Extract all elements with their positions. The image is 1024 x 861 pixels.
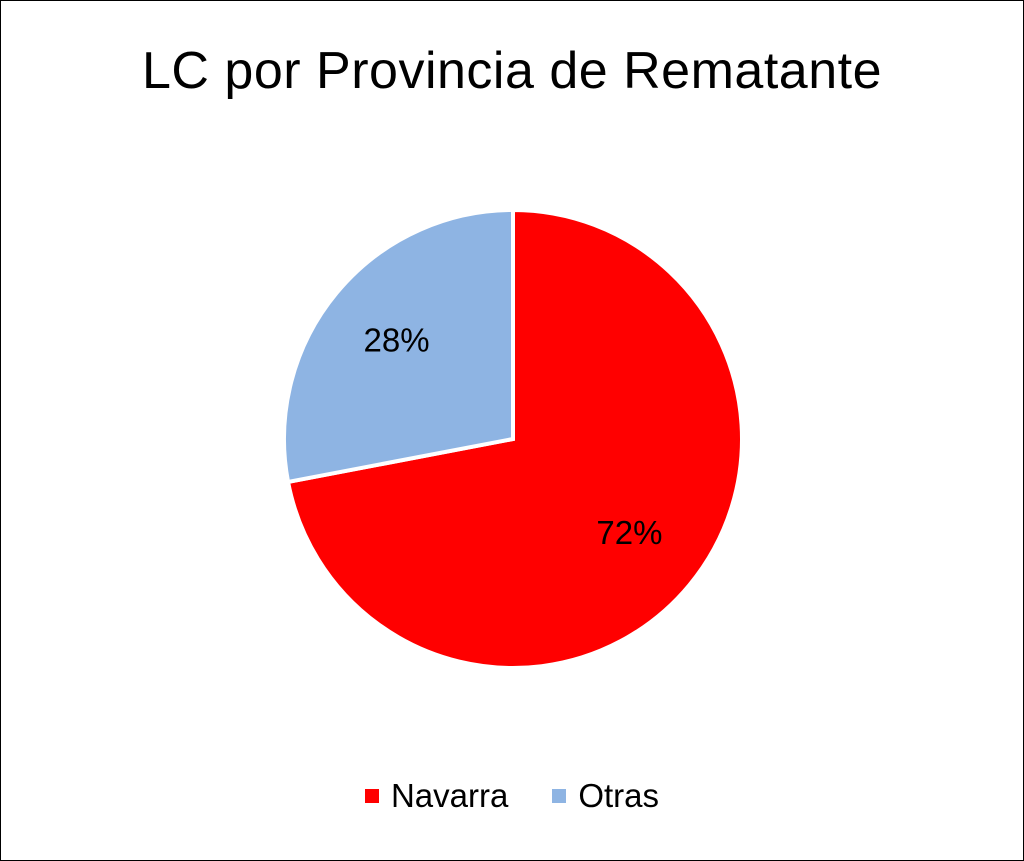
legend-swatch-navarra <box>364 789 379 803</box>
legend-item-otras: Otras <box>552 777 659 815</box>
legend: Navarra Otras <box>1 777 1023 815</box>
data-label-otras: 28% <box>364 321 430 358</box>
pie-slice-navarra <box>285 207 744 670</box>
legend-label-otras: Otras <box>578 777 660 814</box>
chart-title: LC por Provincia de Rematante <box>142 42 882 100</box>
data-label-navarra: 72% <box>596 514 662 551</box>
legend-swatch-otras <box>552 789 567 803</box>
pie-slice-otras <box>282 207 515 485</box>
legend-label-navarra: Navarra <box>390 777 509 814</box>
legend-item-navarra: Navarra <box>364 777 509 815</box>
